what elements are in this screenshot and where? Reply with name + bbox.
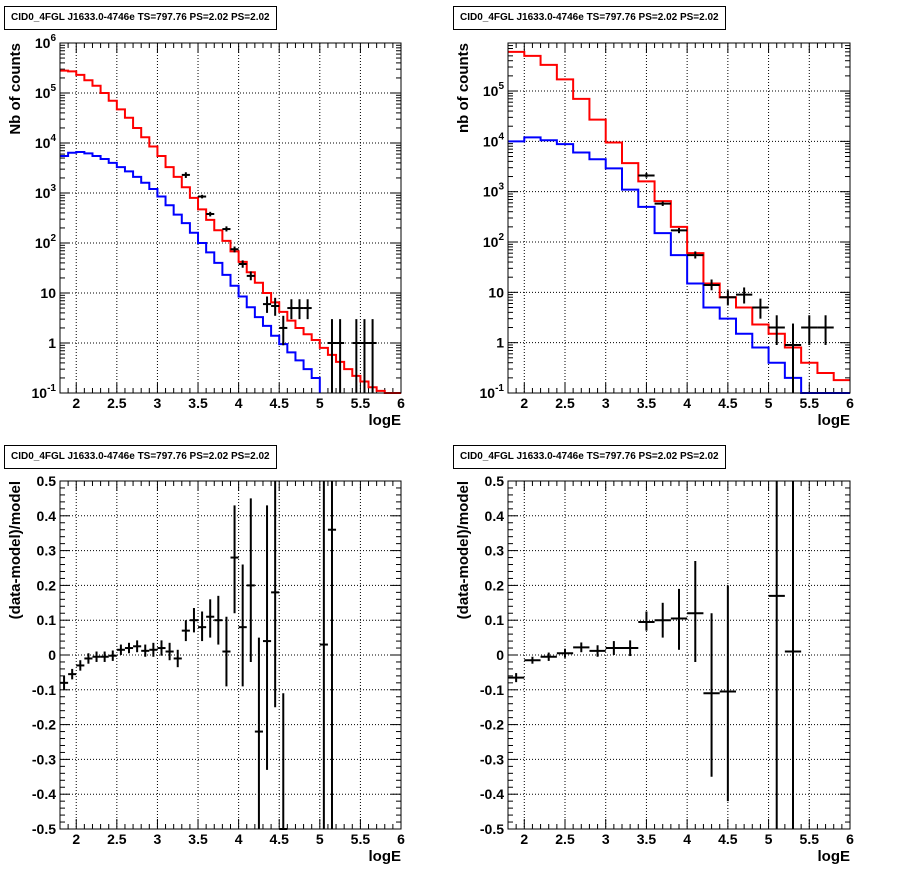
x-tick-label: 5 (765, 831, 773, 847)
x-tick-label: 2.5 (107, 395, 127, 411)
x-tick-label: 5.5 (800, 395, 820, 411)
y-tick-label: -0.5 (32, 821, 56, 837)
y-tick-label: 1 (48, 335, 56, 351)
x-tick-label: 6 (846, 395, 854, 411)
y-tick-label: 0.1 (37, 612, 57, 628)
plot-frame (507, 480, 851, 830)
panel-top-right: 2 2.5 3 3.5 4 4.5 5 5.5 6 10-1 1 10 102 103 104 105 logE… (455, 42, 854, 429)
y-tick-label: 1 (496, 335, 504, 351)
y-tick-label: -0.4 (480, 786, 504, 802)
x-tick-label: 3 (154, 831, 162, 847)
y-axis-title: (data-model)/model (455, 481, 472, 619)
y-tick-label: -0.1 (32, 682, 56, 698)
y-tick-label: 106 (35, 33, 57, 51)
x-axis-title: logE (818, 412, 851, 429)
x-tick-label: 5.5 (351, 395, 371, 411)
x-tick-label: 2.5 (107, 831, 127, 847)
x-tick-label: 4.5 (269, 395, 289, 411)
x-tick-label: 6 (397, 831, 405, 847)
y-axis-title: nb of counts (455, 43, 472, 133)
y-tick-label: 0.3 (485, 543, 505, 559)
y-tick-label: 105 (35, 83, 57, 101)
y-tick-label: -0.3 (32, 751, 56, 767)
x-axis-title: logE (369, 848, 402, 865)
x-tick-label: 4.5 (718, 831, 738, 847)
y-tick-label: -0.1 (480, 682, 504, 698)
y-tick-label: 0.2 (37, 577, 57, 593)
x-tick-label: 4 (683, 831, 691, 847)
x-axis-title: logE (369, 412, 402, 429)
y-tick-label: -0.3 (480, 751, 504, 767)
x-tick-label: 5.5 (351, 831, 371, 847)
y-tick-label: -0.2 (32, 717, 56, 733)
panel-title-top-left: CID0_4FGL J1633.0-4746e TS=797.76 PS=2.0… (4, 6, 277, 30)
histogram-series-1 (508, 136, 850, 394)
x-tick-label: 2.5 (555, 395, 575, 411)
x-tick-label: 2.5 (555, 831, 575, 847)
plot-frame (507, 42, 851, 394)
y-tick-label: 10-1 (480, 383, 505, 401)
histogram-series-1 (60, 151, 321, 393)
panel-top-left: 2 2.5 3 3.5 4 4.5 5 5.5 6 10-1 1 10 102 103 104 105 106 l… (7, 33, 405, 429)
y-tick-label: 0.4 (37, 508, 57, 524)
x-tick-label: 5 (316, 831, 324, 847)
y-axis-title: (data-model)/model (7, 481, 24, 619)
panel-title-top-right: CID0_4FGL J1633.0-4746e TS=797.76 PS=2.0… (453, 6, 726, 30)
y-tick-label: 0.2 (485, 577, 505, 593)
x-tick-label: 6 (397, 395, 405, 411)
x-tick-label: 6 (846, 831, 854, 847)
y-tick-label: -0.2 (480, 717, 504, 733)
x-tick-label: 2 (72, 831, 80, 847)
x-tick-label: 3 (154, 395, 162, 411)
x-tick-label: 3 (602, 395, 610, 411)
histogram-series-0 (508, 50, 850, 382)
x-tick-label: 3.5 (188, 831, 208, 847)
x-tick-label: 4.5 (269, 831, 289, 847)
y-tick-label: 10 (40, 285, 56, 301)
plot-frame (59, 42, 402, 394)
y-tick-label: 103 (483, 182, 505, 200)
x-tick-label: 2 (520, 395, 528, 411)
y-tick-label: 104 (483, 131, 505, 149)
y-tick-label: 104 (35, 133, 57, 151)
y-tick-label: 10-1 (32, 383, 57, 401)
y-tick-label: 0 (48, 647, 56, 663)
y-tick-label: 0.5 (485, 473, 505, 489)
x-tick-label: 4.5 (718, 395, 738, 411)
panel-title-bottom-right: CID0_4FGL J1633.0-4746e TS=797.76 PS=2.0… (453, 445, 726, 469)
histogram-series-0 (60, 69, 401, 394)
x-tick-label: 4 (235, 831, 243, 847)
x-tick-label: 3.5 (637, 395, 657, 411)
x-axis-title: logE (818, 848, 851, 865)
panel-bottom-left: 2 2.5 3 3.5 4 4.5 5 5.5 6 -0.5 -0.4 -0.3 -0.2 -0.1 0 0.… (7, 473, 405, 865)
y-tick-label: 0 (496, 647, 504, 663)
x-tick-label: 3 (602, 831, 610, 847)
x-tick-label: 3.5 (188, 395, 208, 411)
y-tick-label: 102 (483, 232, 505, 250)
y-tick-label: 10 (488, 284, 504, 300)
y-tick-label: 105 (483, 81, 505, 99)
x-tick-label: 3.5 (637, 831, 657, 847)
x-tick-label: 4 (683, 395, 691, 411)
y-tick-label: 0.1 (485, 612, 505, 628)
y-tick-label: 0.4 (485, 508, 505, 524)
y-tick-label: 103 (35, 183, 57, 201)
y-tick-label: 102 (35, 233, 57, 251)
plot-frame (59, 480, 402, 830)
panel-title-bottom-left: CID0_4FGL J1633.0-4746e TS=797.76 PS=2.0… (4, 445, 277, 469)
x-tick-label: 4 (235, 395, 243, 411)
y-tick-label: 0.3 (37, 543, 57, 559)
x-tick-label: 2 (72, 395, 80, 411)
x-tick-label: 2 (520, 831, 528, 847)
y-axis-title: Nb of counts (7, 43, 24, 135)
x-tick-label: 5 (316, 395, 324, 411)
x-tick-label: 5 (765, 395, 773, 411)
y-tick-label: -0.4 (32, 786, 56, 802)
y-tick-label: 0.5 (37, 473, 57, 489)
x-tick-label: 5.5 (800, 831, 820, 847)
panel-bottom-right: 2 2.5 3 3.5 4 4.5 5 5.5 6 -0.5 -0.4 -0.3 -0.2 -0.1 0 0.… (455, 473, 854, 865)
y-tick-label: -0.5 (480, 821, 504, 837)
